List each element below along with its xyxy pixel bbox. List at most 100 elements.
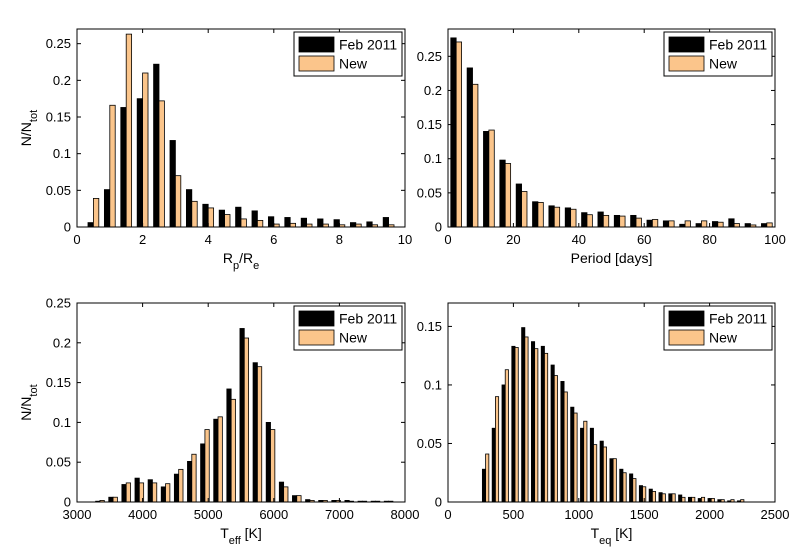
- bar: [646, 219, 653, 228]
- bar: [548, 205, 555, 228]
- x-tick-label: 100: [764, 232, 786, 247]
- bar: [243, 337, 250, 503]
- bar: [226, 388, 232, 503]
- bar: [648, 488, 653, 503]
- bar: [521, 191, 528, 228]
- legend: Feb 2011 New: [663, 305, 773, 351]
- x-tick-label: 500: [503, 507, 525, 522]
- y-axis-label-subscript: tot: [28, 384, 40, 396]
- series-new: [485, 336, 745, 503]
- x-tick-label: 4000: [128, 507, 157, 522]
- bar: [638, 485, 643, 503]
- x-axis-label-subscript: e: [253, 260, 259, 272]
- bar: [204, 429, 210, 503]
- x-tick-label: 20: [506, 232, 520, 247]
- x-axis-label-subscript: p: [233, 260, 239, 272]
- bar: [504, 369, 509, 503]
- x-tick-label: 2000: [695, 507, 724, 522]
- bar: [504, 163, 512, 228]
- bar: [570, 208, 577, 228]
- bar: [511, 345, 516, 503]
- bar: [540, 345, 545, 503]
- bar: [630, 214, 637, 228]
- bar: [125, 33, 133, 228]
- bar: [283, 486, 289, 503]
- legend: Feb 2011 New: [293, 305, 403, 351]
- bar: [466, 67, 473, 228]
- bar: [553, 375, 558, 503]
- y-tick-label: 0.2: [424, 83, 442, 98]
- bar: [112, 496, 118, 503]
- x-axis-label-part: T: [220, 525, 229, 541]
- bar: [160, 486, 166, 503]
- bar: [165, 483, 171, 503]
- bar: [472, 83, 479, 228]
- x-axis-label: Teq [K]: [591, 525, 633, 547]
- y-tick-label: 0.15: [46, 375, 71, 390]
- bar: [593, 444, 598, 503]
- bar: [87, 222, 94, 228]
- bar: [658, 492, 663, 503]
- legend-label: Feb 2011: [339, 311, 397, 327]
- bar: [697, 498, 702, 503]
- bar: [224, 214, 231, 228]
- bar: [570, 406, 575, 503]
- axes-frame: [447, 302, 776, 503]
- legend: Feb 2011 New: [663, 31, 773, 77]
- bar: [300, 217, 308, 228]
- y-axis-label-part: N/N: [18, 122, 34, 146]
- bar: [599, 440, 604, 503]
- bar: [289, 222, 297, 228]
- bar: [120, 107, 127, 228]
- bar: [766, 222, 773, 228]
- x-tick-label: 40: [572, 232, 586, 247]
- bar: [109, 104, 116, 228]
- legend-swatch: [668, 55, 705, 72]
- bar: [239, 328, 245, 503]
- bar: [158, 100, 165, 228]
- legend-label: Feb 2011: [709, 311, 767, 327]
- bar: [121, 484, 127, 503]
- bar: [125, 482, 131, 503]
- bar: [553, 206, 561, 228]
- y-tick-label: 0: [64, 495, 71, 510]
- bar: [292, 495, 298, 503]
- bar: [671, 493, 676, 503]
- legend-label: New: [339, 330, 368, 346]
- bar: [483, 131, 490, 228]
- bar: [252, 362, 258, 503]
- x-tick-label: 2500: [761, 507, 790, 522]
- bar: [317, 218, 324, 228]
- bar: [485, 453, 490, 503]
- bar: [661, 493, 666, 503]
- x-axis-label-part: /R: [239, 250, 253, 266]
- bar: [668, 220, 675, 228]
- panel-teq: 0 500 1000 1500 2000 2500 0 0.05 0.1 0.15 Teq [K] F…: [417, 302, 790, 547]
- bar: [240, 218, 247, 228]
- x-tick-label: 6000: [259, 507, 288, 522]
- bar: [173, 473, 180, 503]
- bar: [256, 219, 264, 228]
- bar: [514, 347, 519, 503]
- x-tick-label: 7000: [325, 507, 354, 522]
- y-tick-label: 0.05: [417, 185, 442, 200]
- bar: [296, 495, 302, 503]
- bar: [662, 220, 670, 228]
- bar: [684, 220, 691, 228]
- bar: [455, 41, 462, 228]
- bar: [583, 420, 588, 503]
- panel-teff: 3000 4000 5000 6000 7000 8000 0 0.05 0.1 0.15 0.2 0…: [18, 296, 419, 548]
- bar: [191, 453, 197, 503]
- x-axis-label: Rp/Re: [223, 250, 259, 272]
- legend-swatch: [668, 329, 705, 346]
- legend-swatch: [298, 310, 335, 327]
- x-axis-label-subscript: eff: [229, 535, 242, 547]
- x-tick-label: 80: [702, 232, 716, 247]
- x-axis-label-part: T: [591, 525, 600, 541]
- bar: [635, 217, 642, 228]
- bar: [602, 214, 610, 228]
- bar: [560, 381, 565, 503]
- axes-frame: [447, 28, 776, 228]
- bar: [597, 211, 604, 228]
- x-tick-label: 8000: [391, 507, 420, 522]
